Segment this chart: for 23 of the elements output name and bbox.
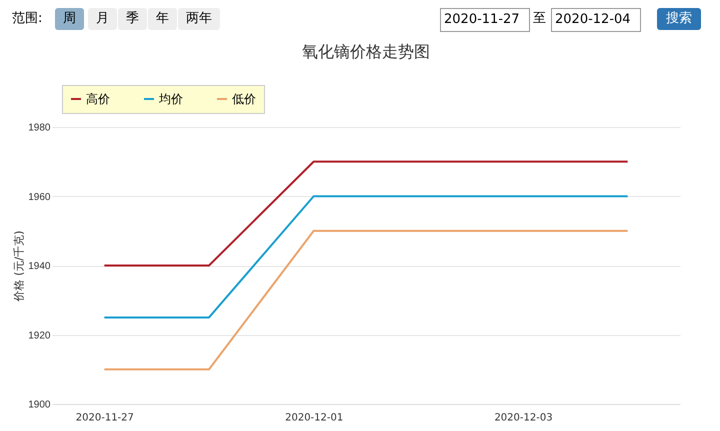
y-tick-label: 1920	[28, 330, 51, 342]
legend-label: 低价	[232, 92, 256, 106]
y-axis-title: 价格 (元/千克)	[12, 230, 26, 302]
x-tick-label: 2020-12-03	[494, 412, 553, 424]
range-button: 月	[88, 8, 117, 30]
y-tick-label: 1960	[28, 192, 51, 203]
range-button: 周	[55, 8, 84, 30]
y-tick-label: 1900	[28, 400, 51, 410]
y-tick-label: 1940	[28, 261, 51, 272]
x-tick-label: 2020-11-27	[76, 412, 134, 424]
date-field: 2020-11-27	[440, 8, 530, 32]
y-tick-label: 1980	[28, 122, 51, 134]
chart-title: 氧化镝价格走势图	[302, 42, 430, 61]
range-label: 范围:	[12, 10, 42, 28]
x-tick-label: 2020-12-01	[285, 412, 344, 424]
range-button: 年	[148, 8, 177, 30]
to-label: 至	[533, 10, 546, 28]
legend-label: 高价	[86, 92, 110, 106]
date-field: 2020-12-04	[551, 8, 641, 32]
legend-label: 均价	[158, 92, 183, 106]
search-button: 搜索	[657, 8, 701, 30]
range-button: 两年	[178, 8, 220, 30]
range-button: 季	[118, 8, 147, 30]
